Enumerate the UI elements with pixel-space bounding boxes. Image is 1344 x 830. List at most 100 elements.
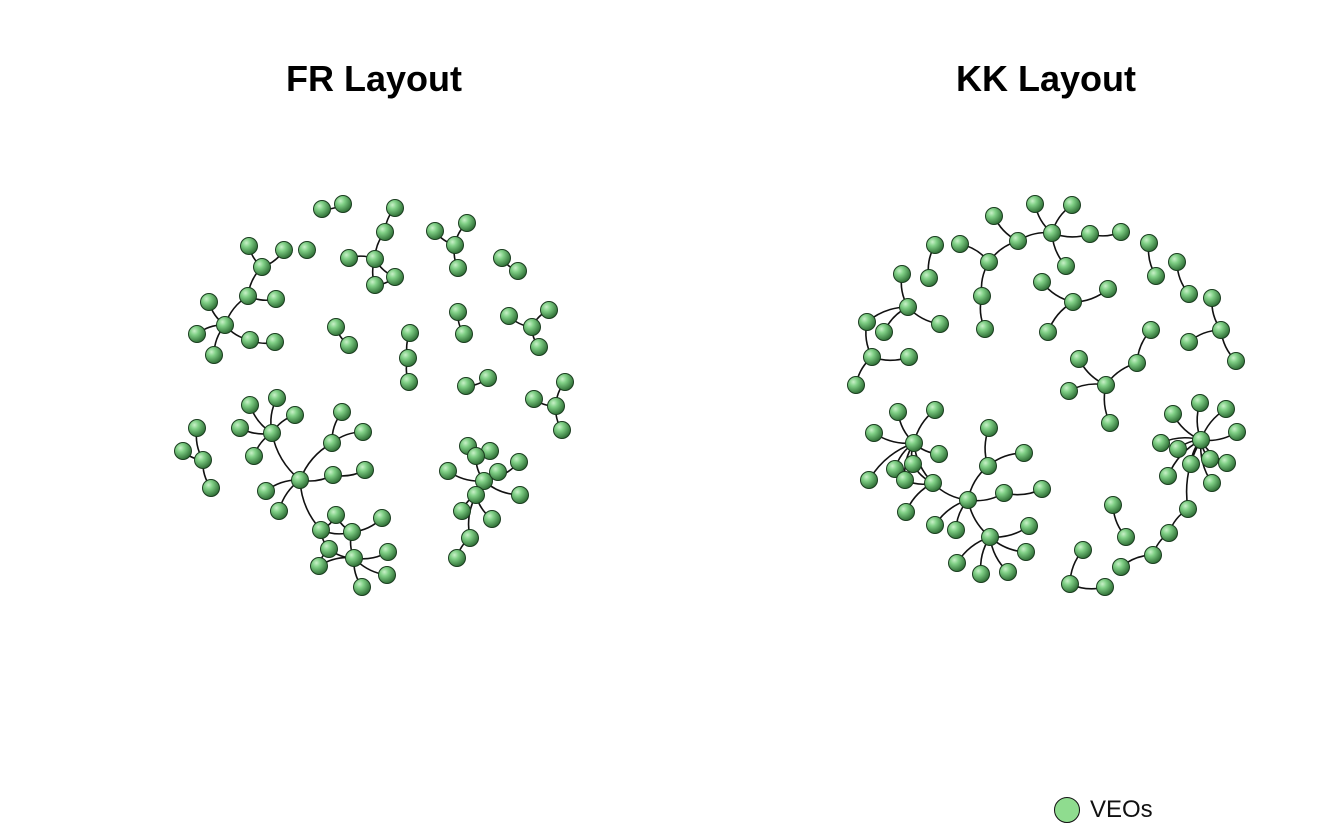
kk-node xyxy=(985,207,1003,225)
kk-node xyxy=(1070,350,1088,368)
kk-node xyxy=(999,563,1017,581)
kk-node xyxy=(1147,267,1165,285)
kk-node xyxy=(1227,352,1245,370)
fr-node xyxy=(467,486,485,504)
kk-node xyxy=(1064,293,1082,311)
kk-node xyxy=(1063,196,1081,214)
fr-node xyxy=(263,424,281,442)
kk-node xyxy=(899,298,917,316)
kk-node xyxy=(1179,500,1197,518)
fr-node xyxy=(241,396,259,414)
fr-node xyxy=(354,423,372,441)
kk-node xyxy=(860,471,878,489)
kk-node xyxy=(889,403,907,421)
kk-node xyxy=(904,455,922,473)
kk-node xyxy=(1057,257,1075,275)
fr-node xyxy=(239,287,257,305)
fr-node xyxy=(378,566,396,584)
fr-layout-graph xyxy=(174,195,574,596)
fr-node xyxy=(340,249,358,267)
fr-node xyxy=(286,406,304,424)
fr-node xyxy=(324,466,342,484)
fr-node xyxy=(446,236,464,254)
fr-layout-title: FR Layout xyxy=(286,58,462,99)
kk-node xyxy=(1017,543,1035,561)
fr-node xyxy=(479,369,497,387)
fr-node xyxy=(449,303,467,321)
kk-node xyxy=(995,484,1013,502)
kk-node xyxy=(980,253,998,271)
legend: VEOs xyxy=(1054,794,1153,826)
fr-node xyxy=(467,447,485,465)
fr-node xyxy=(313,200,331,218)
fr-node xyxy=(373,509,391,527)
kk-node xyxy=(1074,541,1092,559)
fr-node xyxy=(216,316,234,334)
kk-node xyxy=(900,348,918,366)
fr-node xyxy=(240,237,258,255)
kk-node xyxy=(1160,524,1178,542)
kk-node xyxy=(1217,400,1235,418)
kk-node xyxy=(976,320,994,338)
kk-node xyxy=(847,376,865,394)
fr-node xyxy=(323,434,341,452)
kk-node xyxy=(1112,223,1130,241)
kk-node xyxy=(905,434,923,452)
fr-node xyxy=(449,259,467,277)
fr-node xyxy=(333,403,351,421)
fr-node xyxy=(399,349,417,367)
fr-node xyxy=(493,249,511,267)
fr-node xyxy=(426,222,444,240)
fr-node xyxy=(483,510,501,528)
kk-node xyxy=(1201,450,1219,468)
kk-node xyxy=(973,287,991,305)
fr-node xyxy=(356,461,374,479)
kk-node xyxy=(1164,405,1182,423)
kk-node xyxy=(930,445,948,463)
fr-node xyxy=(257,482,275,500)
kk-node xyxy=(1096,578,1114,596)
kk-node xyxy=(931,315,949,333)
kk-node xyxy=(926,236,944,254)
fr-node xyxy=(461,529,479,547)
fr-node xyxy=(510,453,528,471)
fr-node xyxy=(500,307,518,325)
kk-node xyxy=(1009,232,1027,250)
fr-node xyxy=(511,486,529,504)
fr-node xyxy=(366,250,384,268)
fr-node xyxy=(553,421,571,439)
fr-node xyxy=(174,442,192,460)
kk-node xyxy=(893,265,911,283)
kk-node xyxy=(1144,546,1162,564)
kk-node xyxy=(981,528,999,546)
legend-label: VEOs xyxy=(1090,796,1153,823)
fr-nodes xyxy=(174,195,574,596)
kk-node xyxy=(1101,414,1119,432)
fr-node xyxy=(457,377,475,395)
kk-node xyxy=(1043,224,1061,242)
fr-node xyxy=(275,241,293,259)
fr-node xyxy=(202,479,220,497)
kk-layout-title: KK Layout xyxy=(956,58,1136,99)
fr-node xyxy=(340,336,358,354)
fr-node xyxy=(455,325,473,343)
fr-node xyxy=(241,331,259,349)
kk-node xyxy=(863,348,881,366)
kk-node xyxy=(1191,394,1209,412)
fr-node xyxy=(458,214,476,232)
fr-node xyxy=(401,324,419,342)
kk-node xyxy=(1203,289,1221,307)
kk-node xyxy=(1159,467,1177,485)
kk-node xyxy=(1117,528,1135,546)
kk-node xyxy=(896,471,914,489)
kk-node xyxy=(1015,444,1033,462)
fr-node xyxy=(540,301,558,319)
kk-node xyxy=(1212,321,1230,339)
kk-node xyxy=(1081,225,1099,243)
kk-node xyxy=(897,503,915,521)
fr-node xyxy=(298,241,316,259)
kk-node xyxy=(1026,195,1044,213)
fr-node xyxy=(523,318,541,336)
kk-node xyxy=(858,313,876,331)
kk-node xyxy=(1112,558,1130,576)
